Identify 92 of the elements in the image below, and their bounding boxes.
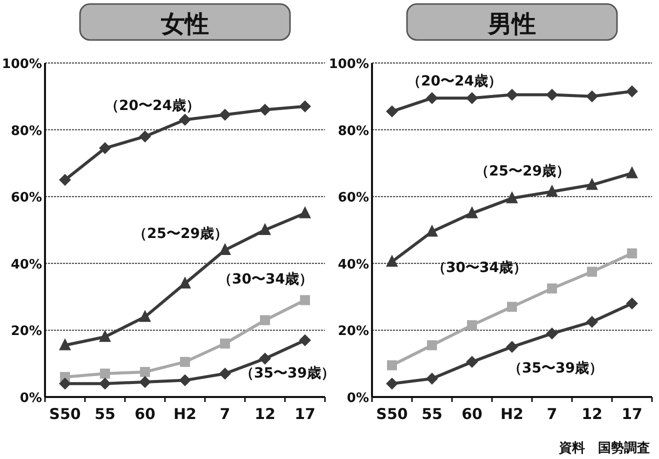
point (506, 191, 518, 204)
point (259, 104, 271, 116)
point (179, 374, 191, 386)
x-tick-label: 60 (462, 405, 482, 423)
point (179, 114, 191, 126)
point (219, 243, 231, 256)
x-tick-label: 17 (294, 405, 316, 423)
point (427, 340, 437, 350)
point (180, 356, 190, 367)
x-tick-label: S50 (376, 405, 408, 423)
point (466, 92, 478, 104)
point (546, 328, 558, 340)
point (139, 376, 151, 388)
series-label: （30〜34歳） (432, 260, 527, 276)
point (299, 100, 311, 112)
point (426, 92, 438, 104)
point (386, 254, 398, 267)
x-tick-label: 17 (622, 405, 642, 423)
x-tick-label: 55 (422, 405, 442, 423)
point (259, 352, 271, 365)
point (219, 368, 231, 380)
point (59, 378, 71, 390)
point (99, 378, 111, 390)
point (426, 372, 438, 385)
point (627, 248, 637, 258)
point (466, 356, 478, 368)
point (139, 130, 151, 142)
x-tick-label: S50 (49, 405, 81, 423)
point (586, 316, 598, 328)
y-tick-label: 60% (338, 190, 369, 206)
series-label: （30〜34歳） (218, 272, 313, 288)
point (626, 85, 638, 98)
x-tick-label: H2 (500, 405, 524, 423)
point (586, 90, 598, 102)
series-label: （35〜39歳） (508, 360, 603, 377)
chart-title: 男性 (487, 10, 536, 38)
point (507, 302, 517, 312)
point (260, 315, 270, 326)
y-tick-label: 0% (20, 391, 42, 406)
x-tick-label: 55 (94, 405, 116, 423)
x-tick-label: H2 (174, 405, 196, 423)
point (387, 360, 397, 370)
point (179, 276, 191, 288)
series-label: （20〜24歳） (105, 98, 200, 114)
y-tick-label: 60% (10, 190, 42, 206)
point (59, 174, 71, 186)
point (300, 295, 310, 306)
y-tick-label: 0% (346, 391, 369, 406)
text: 資料 国勢調査 (558, 440, 650, 456)
x-tick-label: 7 (220, 405, 230, 423)
point (587, 266, 597, 277)
point (426, 224, 438, 237)
x-tick-label: 60 (134, 405, 156, 423)
point (386, 105, 398, 118)
point (100, 368, 110, 379)
y-tick-label: 80% (10, 124, 42, 139)
point (99, 142, 111, 154)
point (467, 320, 477, 330)
point (546, 184, 558, 197)
y-tick-label: 100% (2, 57, 42, 72)
point (386, 378, 398, 390)
point (506, 340, 518, 353)
series-label: （35〜39歳） (240, 366, 335, 382)
point (626, 166, 638, 178)
point (299, 206, 311, 218)
point (259, 223, 271, 235)
point (219, 108, 231, 121)
chart-title: 女性 (160, 10, 209, 38)
series-label: （25〜29歳） (133, 226, 228, 242)
point (626, 297, 638, 310)
x-tick-label: 12 (254, 405, 276, 423)
x-tick-label: 7 (546, 405, 558, 423)
point (220, 338, 230, 349)
point (506, 88, 518, 101)
point (99, 330, 111, 342)
y-tick-label: 40% (10, 257, 42, 272)
y-tick-label: 20% (10, 324, 42, 340)
x-tick-label: 12 (582, 405, 602, 423)
series-label: （20〜24歳） (407, 73, 502, 90)
point (466, 206, 478, 218)
series-label: （25〜29歳） (475, 163, 570, 180)
point (586, 178, 598, 190)
point (299, 334, 311, 346)
y-tick-label: 80% (338, 124, 369, 139)
y-tick-label: 100% (328, 57, 369, 72)
y-tick-label: 20% (338, 324, 369, 340)
point (59, 338, 71, 350)
point (547, 283, 557, 294)
point (139, 310, 151, 322)
point (546, 88, 558, 101)
point (140, 366, 150, 377)
y-tick-label: 40% (338, 257, 369, 272)
